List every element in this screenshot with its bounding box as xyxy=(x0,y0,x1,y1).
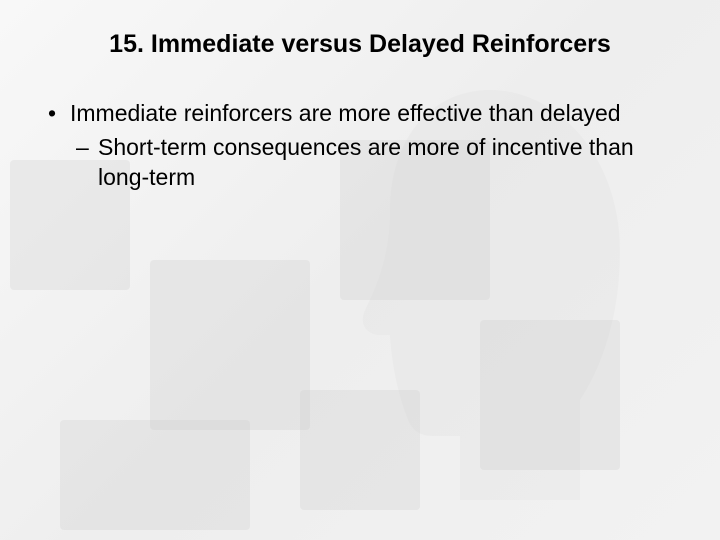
bullet-level-1: Immediate reinforcers are more effective… xyxy=(40,99,680,129)
bullet-level-2: Short-term consequences are more of ince… xyxy=(40,133,680,193)
slide-title: 15. Immediate versus Delayed Reinforcers xyxy=(40,30,680,59)
slide-content: 15. Immediate versus Delayed Reinforcers… xyxy=(0,0,720,193)
bg-rect xyxy=(150,260,310,430)
bg-rect xyxy=(60,420,250,530)
